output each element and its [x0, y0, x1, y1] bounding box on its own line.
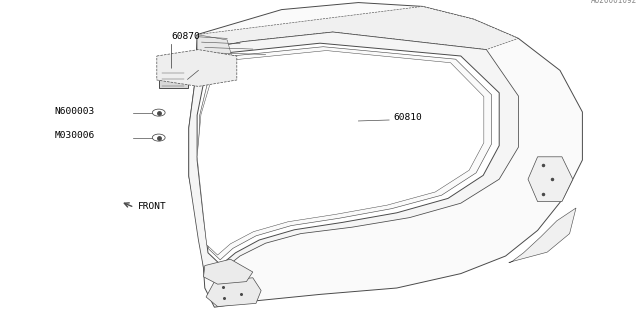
Polygon shape — [189, 3, 582, 307]
Ellipse shape — [152, 134, 165, 141]
Text: 60870: 60870 — [172, 32, 200, 41]
Ellipse shape — [220, 295, 228, 301]
Polygon shape — [197, 51, 484, 255]
Text: A620001092: A620001092 — [591, 0, 637, 5]
Polygon shape — [189, 32, 518, 282]
Polygon shape — [197, 6, 518, 50]
Text: N600003: N600003 — [54, 107, 95, 116]
Ellipse shape — [218, 284, 227, 290]
Polygon shape — [198, 47, 492, 260]
Ellipse shape — [538, 161, 548, 168]
Polygon shape — [509, 208, 576, 262]
Text: 60810: 60810 — [394, 113, 422, 122]
Text: FRONT: FRONT — [138, 202, 166, 211]
Text: M030006: M030006 — [54, 132, 95, 140]
FancyBboxPatch shape — [159, 71, 188, 88]
Polygon shape — [204, 259, 253, 284]
Polygon shape — [157, 50, 237, 86]
Ellipse shape — [152, 109, 165, 116]
Ellipse shape — [348, 178, 375, 197]
Polygon shape — [528, 157, 573, 202]
Polygon shape — [197, 35, 232, 61]
Polygon shape — [197, 43, 499, 265]
Polygon shape — [206, 278, 261, 307]
Ellipse shape — [547, 176, 557, 183]
Ellipse shape — [236, 292, 245, 297]
Ellipse shape — [538, 190, 548, 197]
